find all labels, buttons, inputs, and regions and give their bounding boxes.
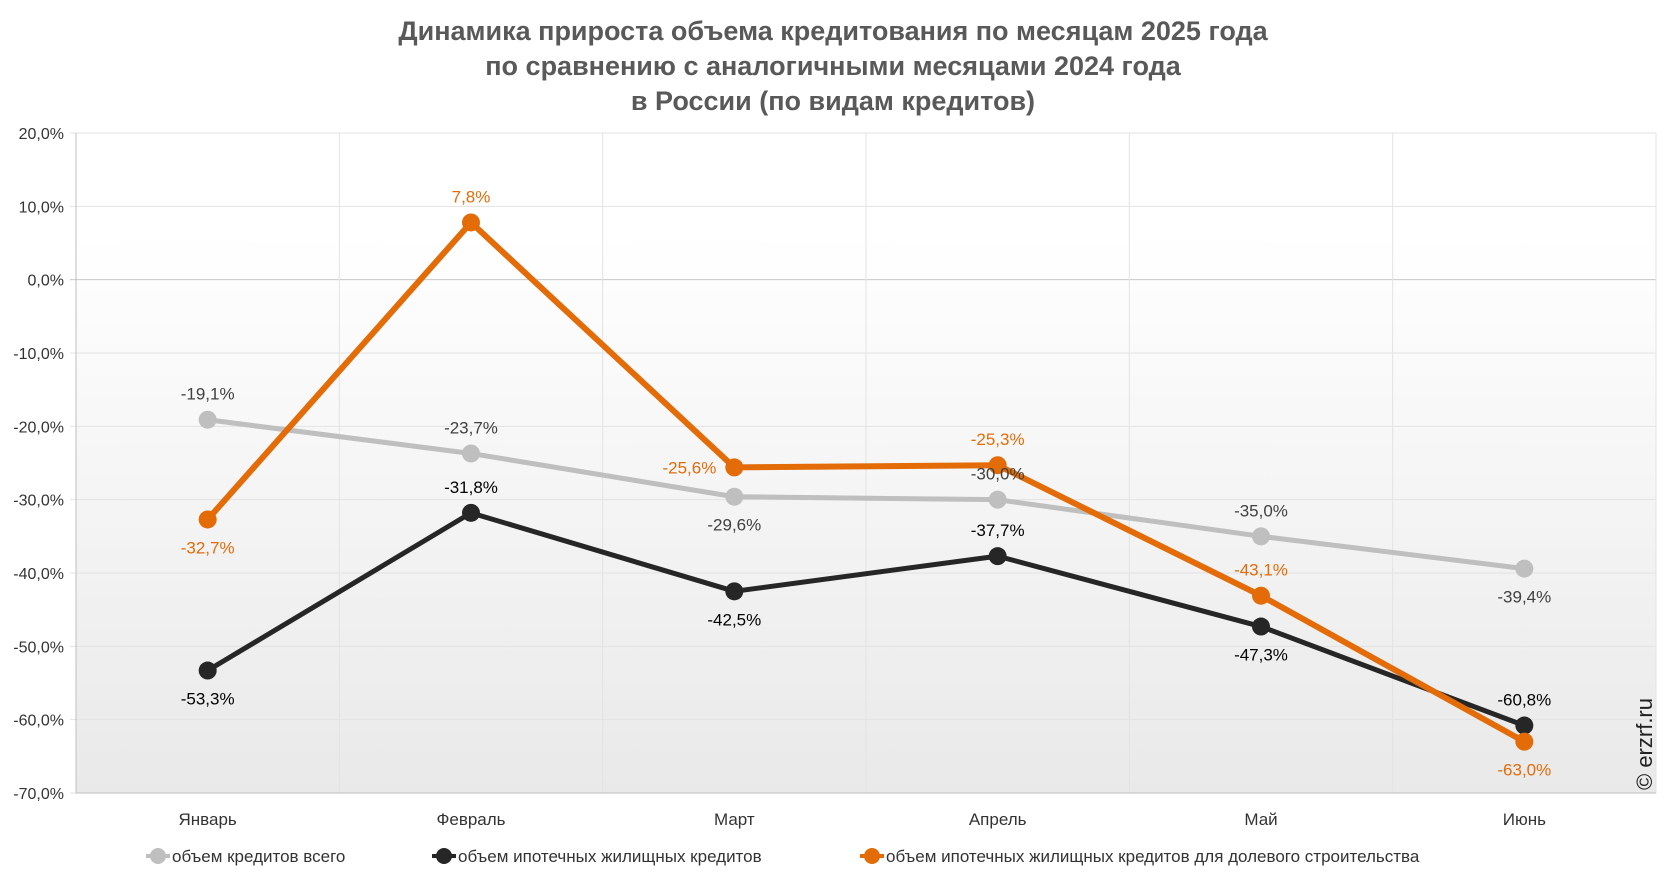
data-label: -25,6%	[662, 458, 716, 477]
y-tick-label: 20,0%	[19, 126, 64, 143]
y-tick-label: 0,0%	[28, 273, 64, 290]
x-tick-label: Февраль	[436, 810, 505, 829]
legend-swatch-marker	[150, 848, 166, 864]
axes: 20,0% 10,0% 0,0% -10,0% -20,0% -30,0% -40,0% -5…	[13, 126, 1656, 829]
y-tick-label: -60,0%	[13, 713, 64, 730]
y-tick-label: -30,0%	[13, 493, 64, 510]
data-label: -23,7%	[444, 418, 498, 437]
data-point	[1252, 617, 1270, 636]
legend: объем кредитов всего объем ипотечных жили…	[146, 847, 1420, 866]
data-point	[988, 490, 1007, 509]
y-tick-label: -50,0%	[13, 639, 64, 656]
x-tick-label: Май	[1244, 810, 1277, 829]
data-point	[198, 410, 217, 429]
data-label: -37,7%	[971, 521, 1025, 540]
data-label: -53,3%	[181, 690, 235, 709]
data-label: -32,7%	[181, 538, 235, 557]
legend-label: объем кредитов всего	[172, 847, 345, 866]
y-tick-label: -20,0%	[13, 419, 64, 436]
data-point	[1515, 716, 1534, 735]
data-point	[462, 213, 480, 232]
series-line	[204, 219, 1528, 745]
data-point	[1252, 527, 1270, 546]
data-label: -31,8%	[444, 478, 498, 497]
chart-title-line-1: Динамика прироста объема кредитования по…	[398, 16, 1268, 46]
data-label: -43,1%	[1234, 561, 1288, 580]
data-point	[198, 510, 217, 529]
data-point	[462, 503, 480, 522]
chart-title-line-3: в России (по видам кредитов)	[630, 86, 1036, 116]
data-point	[988, 547, 1007, 566]
y-tick-label: -10,0%	[13, 346, 64, 363]
data-point	[725, 582, 744, 601]
x-tick-label: Июнь	[1503, 810, 1546, 829]
data-label: 7,8%	[452, 187, 491, 206]
y-tick-label: 10,0%	[19, 199, 64, 216]
series	[198, 213, 1534, 751]
series-line	[205, 510, 1527, 729]
data-point	[1515, 732, 1534, 751]
legend-swatch-marker	[864, 848, 880, 864]
data-label: -63,0%	[1497, 761, 1551, 780]
data-point	[462, 444, 480, 463]
data-label: -35,0%	[1234, 501, 1288, 520]
data-label: -60,8%	[1497, 691, 1551, 710]
data-point	[988, 456, 1007, 475]
data-point	[1515, 559, 1534, 578]
data-label: -25,3%	[971, 430, 1025, 449]
data-label: -47,3%	[1234, 646, 1288, 665]
data-point	[725, 487, 744, 506]
x-tick-label: Январь	[179, 810, 237, 829]
chart-title: Динамика прироста объема кредитования по…	[0, 14, 1666, 119]
data-label: -29,6%	[707, 516, 761, 535]
x-tick-label: Апрель	[969, 810, 1027, 829]
legend-swatch-marker	[436, 848, 452, 864]
x-tick-label: Март	[714, 810, 755, 829]
data-point	[725, 458, 744, 477]
data-labels: -19,1% -23,7% -29,6% -30,0% -35,0% -39,4% -53,…	[181, 187, 1552, 779]
data-point	[198, 661, 217, 680]
chart-title-line-2: по сравнению с аналогичными месяцами 202…	[485, 51, 1181, 81]
legend-label: объем ипотечных жилищных кредитов для до…	[886, 847, 1420, 866]
data-label: -42,5%	[707, 610, 761, 629]
y-tick-label: -70,0%	[13, 786, 64, 803]
y-tick-label: -40,0%	[13, 566, 64, 583]
series-line	[205, 417, 1527, 572]
data-label: -30,0%	[971, 465, 1025, 484]
data-label: -39,4%	[1497, 588, 1551, 607]
data-point	[1252, 586, 1270, 605]
watermark-text: © erzrf.ru	[1632, 698, 1657, 790]
legend-label: объем ипотечных жилищных кредитов	[458, 847, 762, 866]
data-label: -19,1%	[181, 385, 235, 404]
